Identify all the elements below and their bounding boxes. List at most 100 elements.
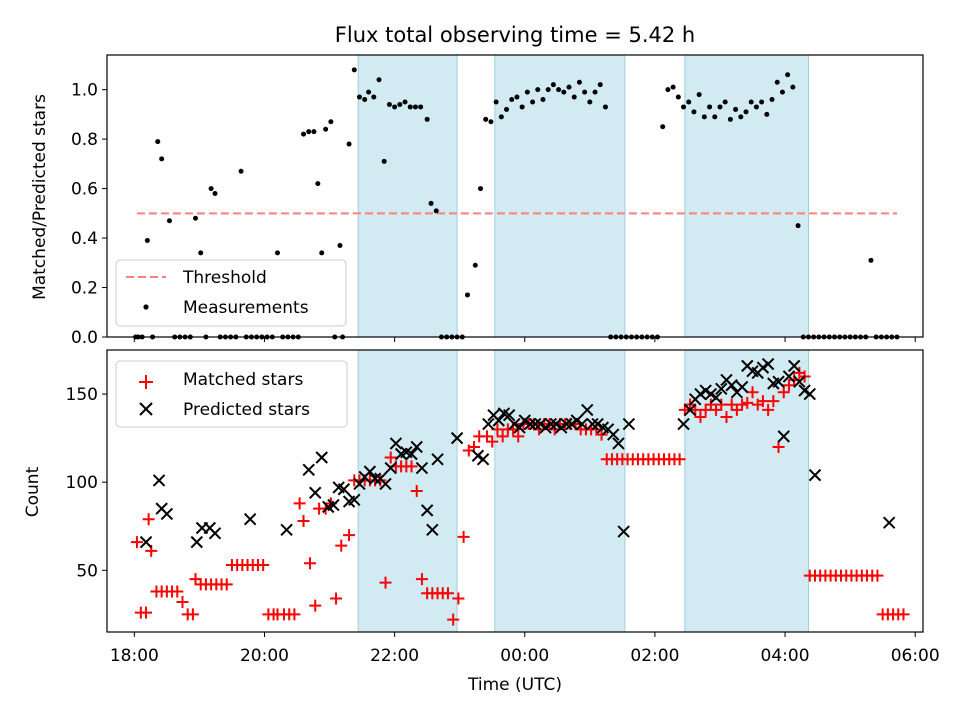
matched-star-point <box>730 403 743 416</box>
matched-star-point <box>767 395 780 408</box>
matched-star-point <box>171 585 184 598</box>
predicted-star-point <box>683 403 697 417</box>
predicted-star-point <box>612 437 625 450</box>
predicted-star-point <box>761 357 775 371</box>
predicted-star-point <box>379 477 392 491</box>
predicted-star-point <box>777 430 790 443</box>
measurement-point <box>790 84 796 90</box>
predicted-star-point <box>243 512 257 526</box>
predicted-star-point <box>492 414 505 427</box>
matched-star-point <box>293 497 306 510</box>
bottom-x-tick-label: 02:00 <box>630 646 679 666</box>
predicted-star-point <box>476 453 490 466</box>
top-shaded-interval-2 <box>684 54 809 338</box>
measurement-point <box>665 87 671 93</box>
measurement-point <box>274 250 280 256</box>
measurement-point <box>328 119 334 125</box>
matched-star-point <box>496 430 509 443</box>
top-y-axis-label: Matched/Predicted stars <box>30 94 50 300</box>
measurement-point <box>428 200 434 206</box>
matched-star-point <box>481 430 494 443</box>
bottom-y-tick-label: 150 <box>66 385 98 405</box>
matched-star-point <box>782 379 795 392</box>
predicted-star-point <box>502 409 516 422</box>
predicted-star-point <box>782 370 796 383</box>
bottom-shaded-intervals <box>357 349 809 633</box>
legend-matched-swatch <box>139 375 153 389</box>
measurement-point <box>397 101 403 107</box>
matched-star-point <box>410 485 423 497</box>
chart-title: Flux total observing time = 5.42 h <box>335 23 695 47</box>
predicted-star-point <box>586 417 599 431</box>
bottom-legend: Matched stars Predicted stars <box>115 360 348 428</box>
top-y-tick-label: 0.8 <box>71 130 98 150</box>
measurement-point <box>545 87 551 93</box>
measurement-point <box>733 106 739 112</box>
legend-threshold-label: Threshold <box>182 268 267 288</box>
measurement-point <box>696 92 702 98</box>
measurement-point <box>212 191 218 197</box>
bottom-shaded-interval-0 <box>357 349 458 633</box>
matched-star-point <box>741 396 754 409</box>
bottom-x-axis-label: Time (UTC) <box>467 675 562 695</box>
measurement-point <box>472 262 478 268</box>
matched-star-point <box>725 398 738 411</box>
measurement-point <box>337 242 343 248</box>
top-y-ticks: 0.0 0.2 0.4 0.6 0.8 1.0 <box>71 81 107 348</box>
measurement-point <box>587 99 593 105</box>
measurement-point <box>514 94 520 100</box>
measurement-point <box>478 186 484 192</box>
measurement-point <box>504 106 510 112</box>
legend-measurements-swatch <box>143 304 149 310</box>
measurement-point <box>306 129 312 135</box>
predicted-star-point <box>280 523 293 536</box>
matched-star-point <box>176 596 189 609</box>
predicted-star-point <box>302 463 315 477</box>
measurement-point <box>144 238 150 244</box>
predicted-star-point <box>513 421 526 434</box>
matched-star-point <box>486 435 499 448</box>
predicted-star-point <box>368 472 382 485</box>
matched-star-point <box>220 578 233 591</box>
predicted-star-point <box>208 527 222 540</box>
predicted-star-point <box>787 359 801 373</box>
measurement-point <box>402 99 408 105</box>
measurement-point <box>351 67 357 73</box>
measurement-point <box>571 94 577 100</box>
measurement-point <box>566 84 572 90</box>
matched-star-point <box>288 608 301 621</box>
matched-star-point <box>335 539 348 552</box>
bottom-x-tick-label: 04:00 <box>761 646 810 666</box>
measurement-point <box>208 186 214 192</box>
predicted-star-point <box>575 417 589 431</box>
matched-star-point <box>715 398 728 411</box>
measurement-point <box>192 215 198 221</box>
matched-star-point <box>762 403 775 416</box>
measurement-point <box>540 97 546 103</box>
measurement-point <box>868 257 874 263</box>
matched-star-point <box>452 592 465 605</box>
measurement-point <box>722 99 728 105</box>
measurement-point <box>311 129 317 135</box>
matched-star-point <box>897 608 910 621</box>
predicted-star-point <box>523 417 537 431</box>
matched-star-point <box>673 453 686 466</box>
matched-star-point <box>699 403 712 416</box>
bottom-y-tick-label: 50 <box>76 561 98 581</box>
top-legend-box <box>115 259 347 327</box>
bottom-shaded-interval-1 <box>494 349 626 633</box>
predicted-star-point <box>309 486 322 499</box>
predicted-star-point <box>482 417 495 431</box>
matched-star-point <box>304 557 317 570</box>
predicted-star-point <box>415 461 429 475</box>
measurement-point <box>493 99 499 105</box>
matched-star-point <box>384 451 397 464</box>
measurement-point <box>530 99 536 105</box>
matched-star-point <box>297 514 310 527</box>
measurement-point <box>597 82 603 88</box>
predicted-star-point <box>793 375 806 388</box>
predicted-star-point <box>528 417 542 431</box>
measurement-point <box>717 104 723 110</box>
measurement-point <box>386 101 392 107</box>
